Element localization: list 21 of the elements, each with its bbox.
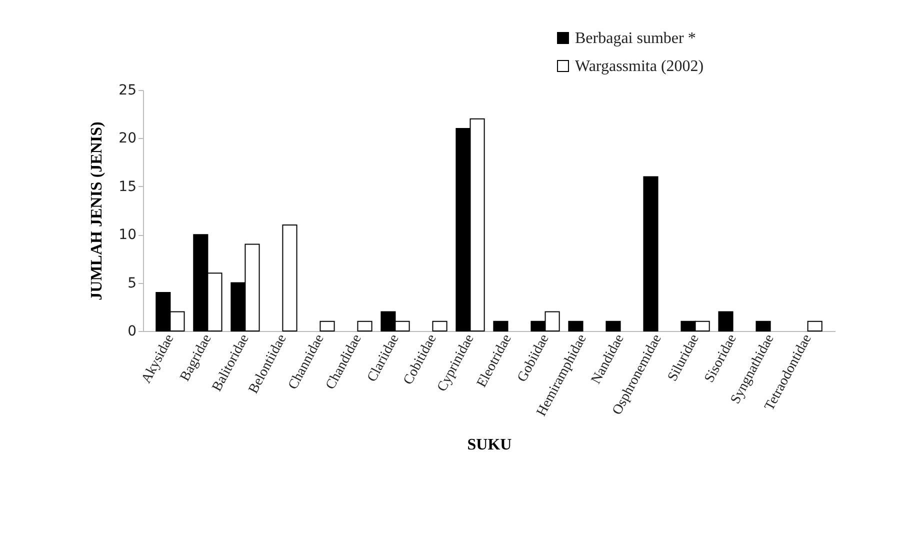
- legend-label: Berbagai sumber *: [575, 30, 696, 47]
- bar: [718, 311, 734, 332]
- bar: [493, 320, 508, 332]
- bar: [606, 320, 621, 332]
- bar: [756, 320, 771, 332]
- bar: [357, 320, 372, 332]
- bar: [643, 176, 658, 332]
- y-tick-label: 25: [118, 82, 136, 98]
- legend-label: Wargassmita (2002): [575, 58, 704, 75]
- y-axis-title: JUMLAH JENIS (JENIS): [88, 122, 106, 300]
- x-axis-title: SUKU: [467, 436, 512, 454]
- y-tick-label: 10: [118, 227, 136, 244]
- bar: [282, 224, 298, 332]
- y-tick-label: 20: [118, 130, 136, 147]
- bar: [432, 320, 448, 332]
- y-tick-label: 0: [128, 324, 136, 340]
- bar: [807, 320, 822, 332]
- bar: [320, 320, 335, 332]
- y-tick-label: 5: [128, 275, 136, 292]
- y-tick-label: 15: [118, 178, 136, 195]
- bar: [568, 320, 584, 332]
